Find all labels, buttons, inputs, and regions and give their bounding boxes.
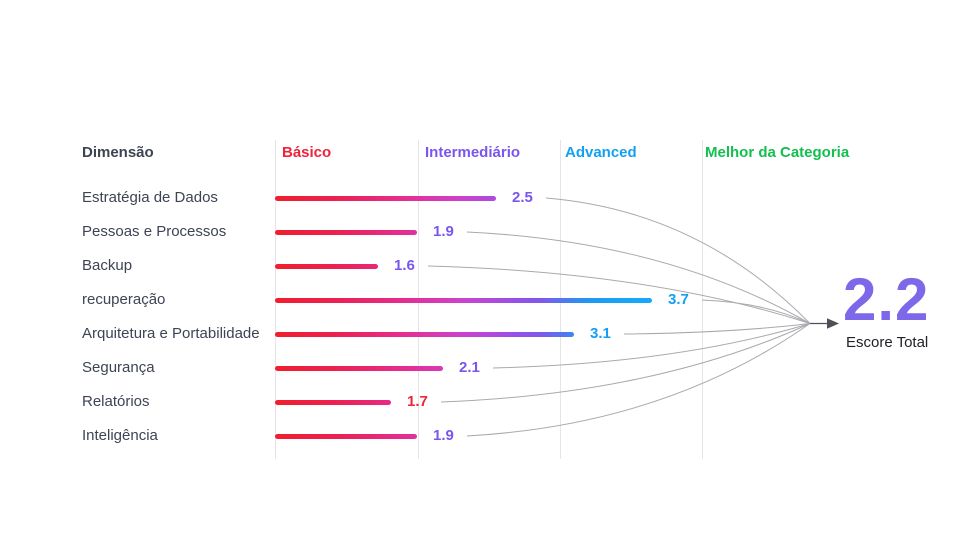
value-label: 1.9	[433, 427, 454, 444]
score-bar	[275, 229, 417, 235]
dimension-label: Relatórios	[82, 393, 150, 410]
dimension-label: Segurança	[82, 359, 155, 376]
column-header-2: Intermediário	[425, 144, 521, 161]
score-bar	[275, 263, 378, 269]
flow-curve	[701, 299, 811, 324]
arrow-icon	[827, 318, 839, 329]
total-score-block: 2.2 Escore Total	[843, 268, 929, 351]
dimension-label: recuperação	[82, 291, 166, 308]
flow-curve	[492, 323, 811, 369]
flow-curve	[466, 323, 811, 437]
score-bar	[275, 365, 443, 371]
dimension-label: Estratégia de Dados	[82, 189, 218, 206]
value-label: 3.1	[590, 325, 611, 342]
flow-curve	[466, 231, 811, 324]
flow-curve	[427, 265, 811, 324]
value-label: 2.5	[512, 189, 533, 206]
value-label: 1.6	[394, 257, 415, 274]
dimension-label: Inteligência	[82, 427, 158, 444]
flow-curve	[440, 323, 811, 403]
value-label: 1.9	[433, 223, 454, 240]
column-header-4: Melhor da Categoria	[705, 144, 850, 161]
gridline	[702, 140, 703, 459]
flow-curve	[545, 197, 811, 324]
column-header-1: Básico	[282, 144, 332, 161]
score-bar	[275, 331, 574, 337]
value-label: 3.7	[668, 291, 689, 308]
total-score: 2.2	[843, 266, 930, 333]
dimension-label: Backup	[82, 257, 133, 274]
total-score-label: Escore Total	[846, 334, 929, 351]
score-bar	[275, 433, 417, 439]
column-header-dimension: Dimensão	[82, 144, 154, 161]
value-label: 1.7	[407, 393, 428, 410]
dimension-label: Arquitetura e Portabilidade	[82, 325, 260, 342]
column-header-3: Advanced	[565, 144, 637, 161]
score-bar	[275, 399, 391, 405]
score-bar	[275, 297, 652, 303]
flow-curve	[623, 323, 811, 335]
dimension-label: Pessoas e Processos	[82, 223, 227, 240]
score-bar	[275, 195, 496, 201]
value-label: 2.1	[459, 359, 480, 376]
